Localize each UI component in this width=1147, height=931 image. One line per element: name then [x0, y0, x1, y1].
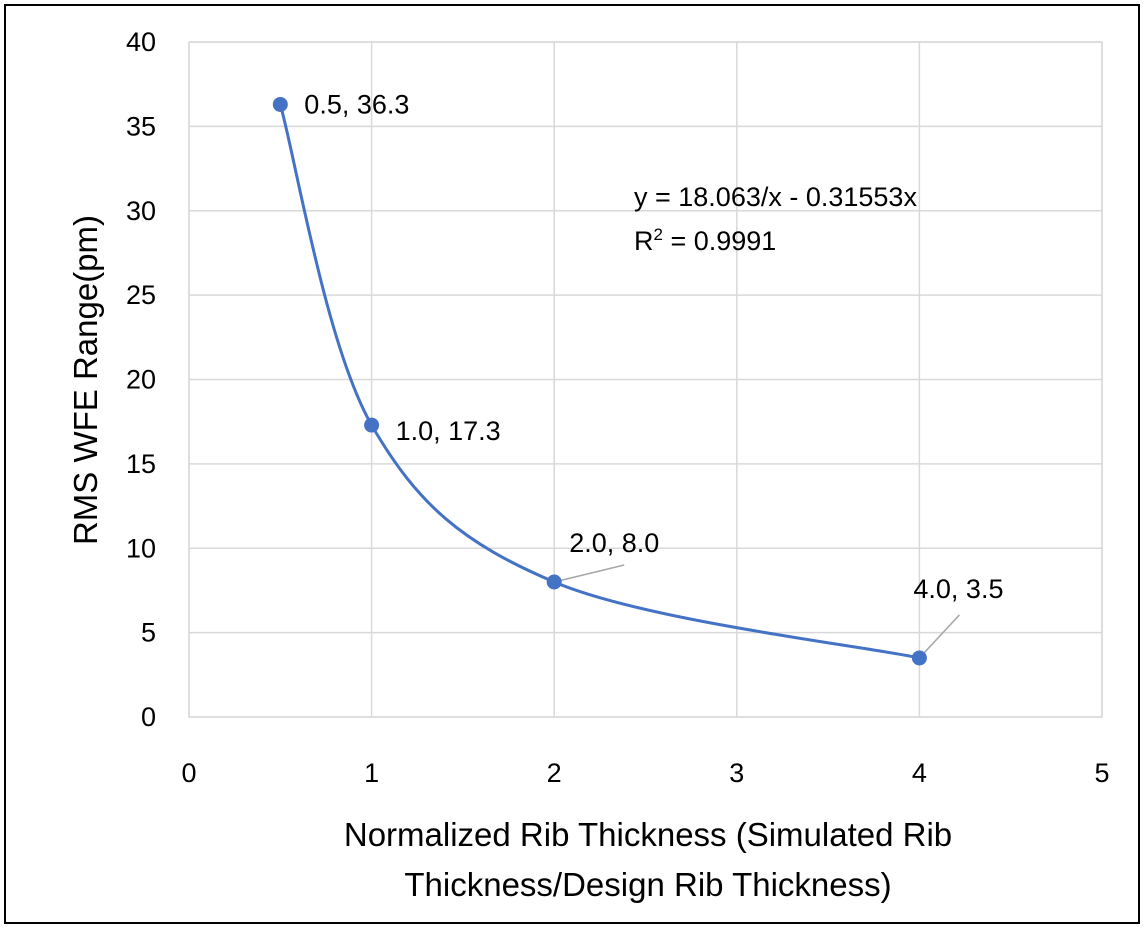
x-tick-labels: 0 1 2 3 4 5: [181, 758, 1109, 788]
y-tick-label: 30: [126, 196, 156, 226]
data-point: [546, 574, 562, 590]
leader-line: [918, 614, 960, 659]
trendline-equation: y = 18.063/x - 0.31553x: [634, 182, 917, 212]
trendline-r-squared: R2 = 0.9991: [634, 225, 776, 256]
y-tick-label: 25: [126, 280, 156, 310]
x-axis-title-line-2: Thickness/Design Rib Thickness): [404, 866, 891, 903]
y-tick-label: 20: [126, 365, 156, 395]
leader-line: [554, 564, 625, 583]
data-point: [364, 417, 380, 433]
y-tick-label: 35: [126, 111, 156, 141]
y-tick-label: 0: [141, 702, 156, 732]
x-tick-label: 0: [181, 758, 196, 788]
y-tick-labels: 0 5 10 15 20 25 30 35 40: [126, 27, 156, 732]
y-tick-label: 10: [126, 533, 156, 563]
grid-lines: [188, 41, 1103, 718]
x-axis-title-line-1: Normalized Rib Thickness (Simulated Rib: [344, 816, 952, 853]
y-tick-label: 15: [126, 449, 156, 479]
plot-area-border: [188, 41, 1103, 718]
x-tick-label: 4: [912, 758, 927, 788]
series-curve: [278, 104, 920, 660]
y-axis-title: RMS WFE Range(pm): [67, 215, 104, 545]
data-label: 0.5, 36.3: [304, 89, 409, 119]
data-point: [911, 650, 927, 666]
data-label-leader-lines: [554, 564, 960, 659]
x-tick-label: 2: [547, 758, 562, 788]
r-squared-value: = 0.9991: [663, 226, 776, 256]
data-label: 2.0, 8.0: [569, 528, 659, 558]
data-points: [272, 96, 927, 666]
r-squared-symbol: R: [634, 226, 654, 256]
y-tick-label: 40: [126, 27, 156, 57]
x-tick-label: 5: [1094, 758, 1109, 788]
x-tick-label: 1: [364, 758, 379, 788]
x-tick-label: 3: [729, 758, 744, 788]
data-label: 4.0, 3.5: [913, 574, 1003, 604]
r-squared-superscript: 2: [654, 225, 663, 244]
data-label: 1.0, 17.3: [396, 416, 501, 446]
data-point: [272, 96, 288, 112]
data-labels: 0.5, 36.3 1.0, 17.3 2.0, 8.0 4.0, 3.5: [304, 89, 1003, 604]
y-tick-label: 5: [141, 618, 156, 648]
